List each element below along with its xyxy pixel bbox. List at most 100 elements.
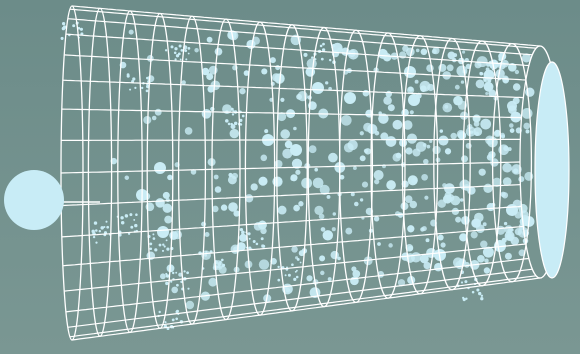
galaxy-dot: [180, 49, 184, 52]
galaxy-dot: [460, 80, 465, 84]
galaxy-dot: [184, 127, 193, 135]
galaxy-dot: [328, 152, 338, 163]
galaxy-dot: [415, 48, 420, 53]
galaxy-dot: [510, 236, 520, 246]
galaxy-dot: [485, 135, 495, 145]
galaxy-dot: [239, 88, 246, 95]
galaxy-dot: [158, 310, 161, 314]
galaxy-dot: [134, 223, 138, 228]
galaxy-dot: [165, 197, 170, 203]
far-end-ellipse: [534, 61, 570, 279]
galaxy-dot: [424, 195, 429, 200]
galaxy-dot: [170, 45, 174, 49]
galaxy-dot: [79, 27, 83, 31]
galaxy-dot: [319, 44, 323, 48]
galaxy-dot: [314, 205, 324, 216]
galaxy-dot: [214, 186, 222, 193]
galaxy-dot: [186, 271, 189, 275]
grid-longitude-line: [64, 243, 526, 292]
galaxy-dot: [243, 70, 250, 76]
galaxy-dot: [60, 36, 64, 40]
galaxy-dot: [439, 129, 444, 133]
galaxy-dot: [465, 142, 472, 149]
galaxy-dot: [280, 129, 291, 139]
galaxy-dot: [480, 294, 484, 297]
galaxy-dot: [277, 278, 281, 282]
galaxy-dot: [504, 252, 512, 260]
galaxy-dot: [218, 265, 227, 274]
galaxy-dot: [297, 90, 308, 102]
galaxy-dot: [422, 143, 427, 147]
grid-longitude-line: [64, 54, 526, 81]
galaxy-dot: [432, 47, 440, 55]
galaxy-dot: [318, 213, 325, 220]
galaxy-dot: [470, 231, 478, 239]
galaxy-dot: [345, 227, 353, 235]
galaxy-dot: [407, 175, 418, 186]
galaxy-dot: [482, 222, 487, 227]
galaxy-dot: [135, 213, 138, 216]
galaxy-dot: [404, 195, 413, 204]
galaxy-dot: [295, 275, 299, 279]
galaxy-dot: [320, 270, 325, 276]
grid-longitude-line: [71, 277, 541, 341]
galaxy-dot: [327, 277, 332, 282]
galaxy-dot: [386, 180, 396, 190]
galaxy-dot: [252, 240, 256, 243]
galaxy-dot: [419, 80, 431, 92]
galaxy-dot: [388, 243, 393, 248]
galaxy-dot: [174, 58, 177, 61]
galaxy-dot: [378, 113, 389, 124]
galaxy-dot: [383, 96, 392, 105]
galaxy-dot-large: [494, 240, 506, 252]
galaxy-dot: [429, 139, 433, 143]
galaxy-dot: [406, 133, 418, 144]
galaxy-dot: [162, 191, 170, 199]
galaxy-dot: [377, 242, 381, 246]
galaxy-dot: [167, 174, 173, 181]
galaxy-dot: [132, 77, 136, 81]
galaxy-dot: [250, 183, 258, 191]
galaxy-dot: [290, 176, 295, 181]
galaxy-dot: [232, 110, 235, 113]
galaxy-dot: [257, 220, 267, 230]
galaxy-dot: [175, 271, 178, 274]
galaxy-dot: [77, 26, 81, 30]
galaxy-dot: [440, 242, 446, 248]
galaxy-dot: [524, 220, 529, 224]
galaxy-dot: [326, 194, 331, 199]
galaxy-dot: [239, 123, 243, 126]
galaxy-dot: [225, 119, 229, 123]
galaxy-dot: [208, 277, 218, 287]
galaxy-dot: [120, 216, 124, 220]
galaxy-dot: [480, 240, 488, 248]
galaxy-dot: [61, 21, 66, 26]
galaxy-dot: [482, 246, 494, 258]
galaxy-dot: [220, 258, 224, 262]
galaxy-dot: [457, 131, 467, 140]
galaxy-dot: [308, 145, 317, 154]
galaxy-dot: [403, 120, 413, 130]
galaxy-dot: [92, 235, 96, 239]
galaxy-dot: [291, 158, 303, 169]
galaxy-dot: [407, 276, 416, 285]
galaxy-dot: [446, 64, 454, 72]
galaxy-dot: [176, 283, 179, 287]
galaxy-dot: [502, 76, 510, 84]
galaxy-dot: [130, 225, 134, 229]
galaxy-dot: [477, 254, 485, 263]
galaxy-dot: [248, 246, 252, 250]
origin-disk: [4, 170, 64, 230]
galaxy-dot: [352, 270, 361, 278]
galaxy-dot: [426, 144, 431, 149]
galaxy-dot: [151, 115, 157, 121]
galaxy-dot: [509, 123, 514, 128]
galaxy-dot: [489, 59, 499, 70]
galaxy-dot: [163, 245, 166, 248]
galaxy-dot: [479, 72, 484, 76]
galaxy-dot: [152, 237, 156, 240]
galaxy-dot: [460, 155, 469, 163]
galaxy-dot: [312, 177, 324, 189]
galaxy-dot: [513, 168, 519, 174]
